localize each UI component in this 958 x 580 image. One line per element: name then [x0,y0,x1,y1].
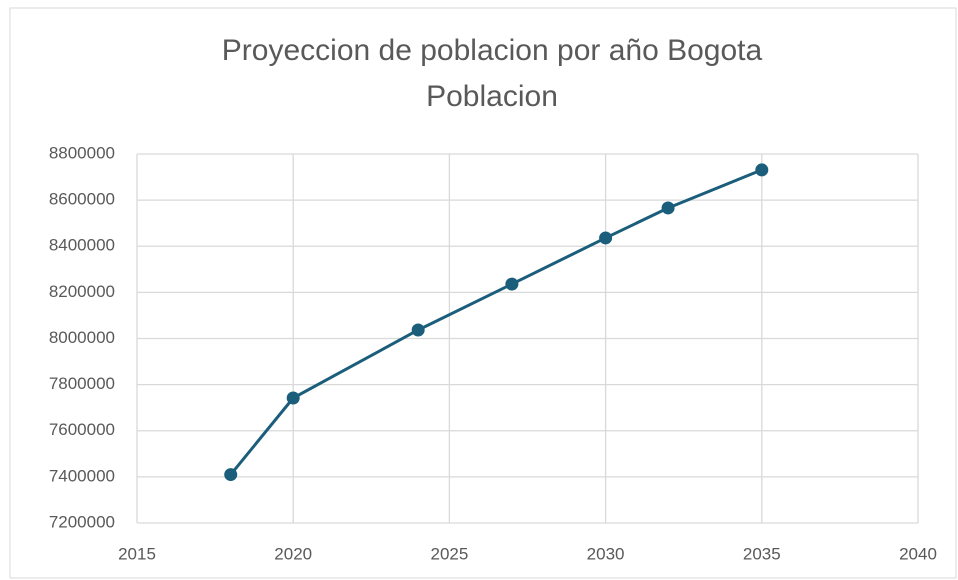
y-tick-label: 7800000 [49,374,115,393]
y-tick-label: 8000000 [49,328,115,347]
y-tick-label: 7400000 [49,466,115,485]
data-point [224,468,238,482]
y-tick-label: 8800000 [49,143,115,162]
y-tick-label: 7200000 [49,512,115,531]
y-tick-label: 8400000 [49,236,115,255]
data-point [411,323,425,337]
data-point [286,391,300,405]
data-point [661,201,675,215]
x-tick-label: 2030 [587,544,625,563]
x-tick-label: 2025 [430,544,468,563]
chart-subtitle: Poblacion [426,80,558,113]
x-tick-label: 2040 [899,544,937,563]
y-tick-label: 7600000 [49,420,115,439]
x-tick-label: 2015 [118,544,156,563]
y-tick-label: 8200000 [49,282,115,301]
data-point [755,163,769,177]
data-point [505,277,519,291]
x-tick-label: 2035 [743,544,781,563]
x-tick-label: 2020 [274,544,312,563]
y-tick-label: 8600000 [49,190,115,209]
chart-title: Proyeccion de poblacion por año Bogota [222,34,763,67]
data-point [599,231,613,245]
